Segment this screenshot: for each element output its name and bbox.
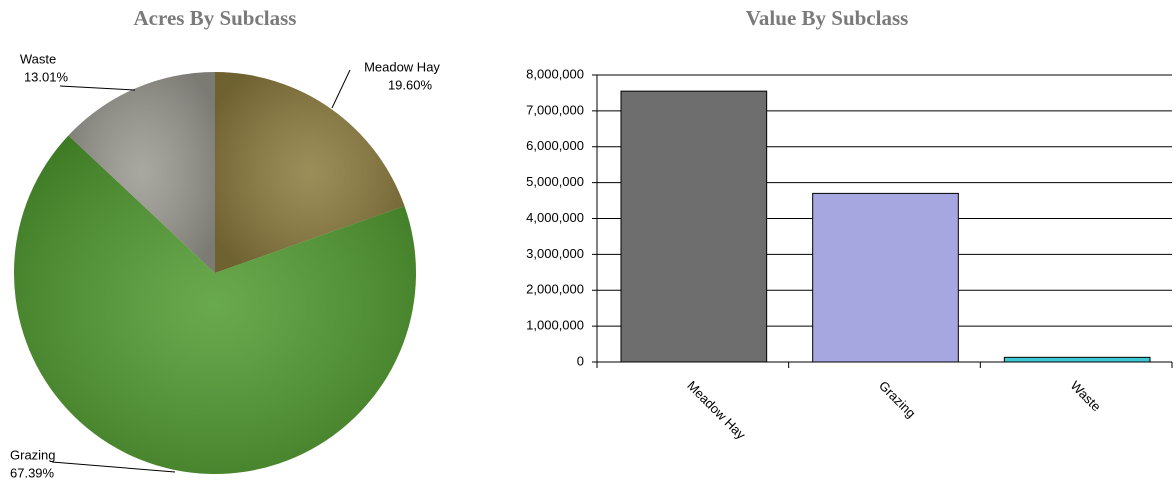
y-tick-label: 1,000,000: [526, 318, 584, 333]
slice-name: Grazing: [10, 447, 56, 462]
slice-label: 13.01%: [24, 69, 69, 84]
x-tick-label: Waste: [1068, 378, 1104, 414]
y-tick-label: 3,000,000: [526, 246, 584, 261]
bar: [813, 193, 959, 362]
x-tick-label: Meadow Hay: [684, 378, 749, 443]
dashboard: Acres By Subclass Value By Subclass Mead…: [0, 0, 1176, 482]
bar: [1004, 357, 1150, 362]
y-tick-label: 7,000,000: [526, 102, 584, 117]
bar-title: Value By Subclass: [746, 6, 909, 30]
slice-label: 19.60%: [388, 77, 433, 92]
y-tick-label: 8,000,000: [526, 66, 584, 81]
bar: [621, 91, 767, 362]
slice-name: Meadow Hay: [364, 59, 440, 74]
y-tick-label: 4,000,000: [526, 210, 584, 225]
slice-name: Waste: [20, 51, 56, 66]
y-tick-label: 2,000,000: [526, 282, 584, 297]
pie-title: Acres By Subclass: [134, 6, 297, 30]
y-tick-label: 6,000,000: [526, 138, 584, 153]
y-tick-label: 0: [577, 353, 584, 368]
x-tick-label: Grazing: [876, 378, 919, 421]
y-tick-label: 5,000,000: [526, 174, 584, 189]
slice-label: 67.39%: [10, 465, 55, 480]
leader-line: [60, 86, 135, 90]
leader-line: [332, 70, 350, 108]
